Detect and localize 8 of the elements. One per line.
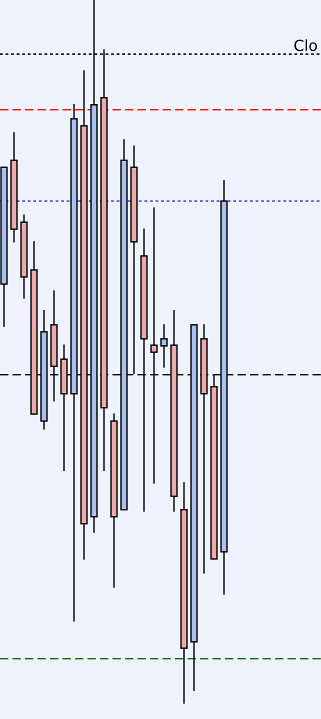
candlestick bbox=[20, 214, 28, 299]
ref-line-label: Clo bbox=[294, 39, 317, 52]
candlestick bbox=[130, 146, 138, 374]
candlestick bbox=[160, 324, 168, 368]
candlestick bbox=[110, 413, 118, 588]
candlestick bbox=[0, 166, 8, 327]
candlestick bbox=[10, 132, 18, 243]
candlestick bbox=[180, 482, 188, 704]
